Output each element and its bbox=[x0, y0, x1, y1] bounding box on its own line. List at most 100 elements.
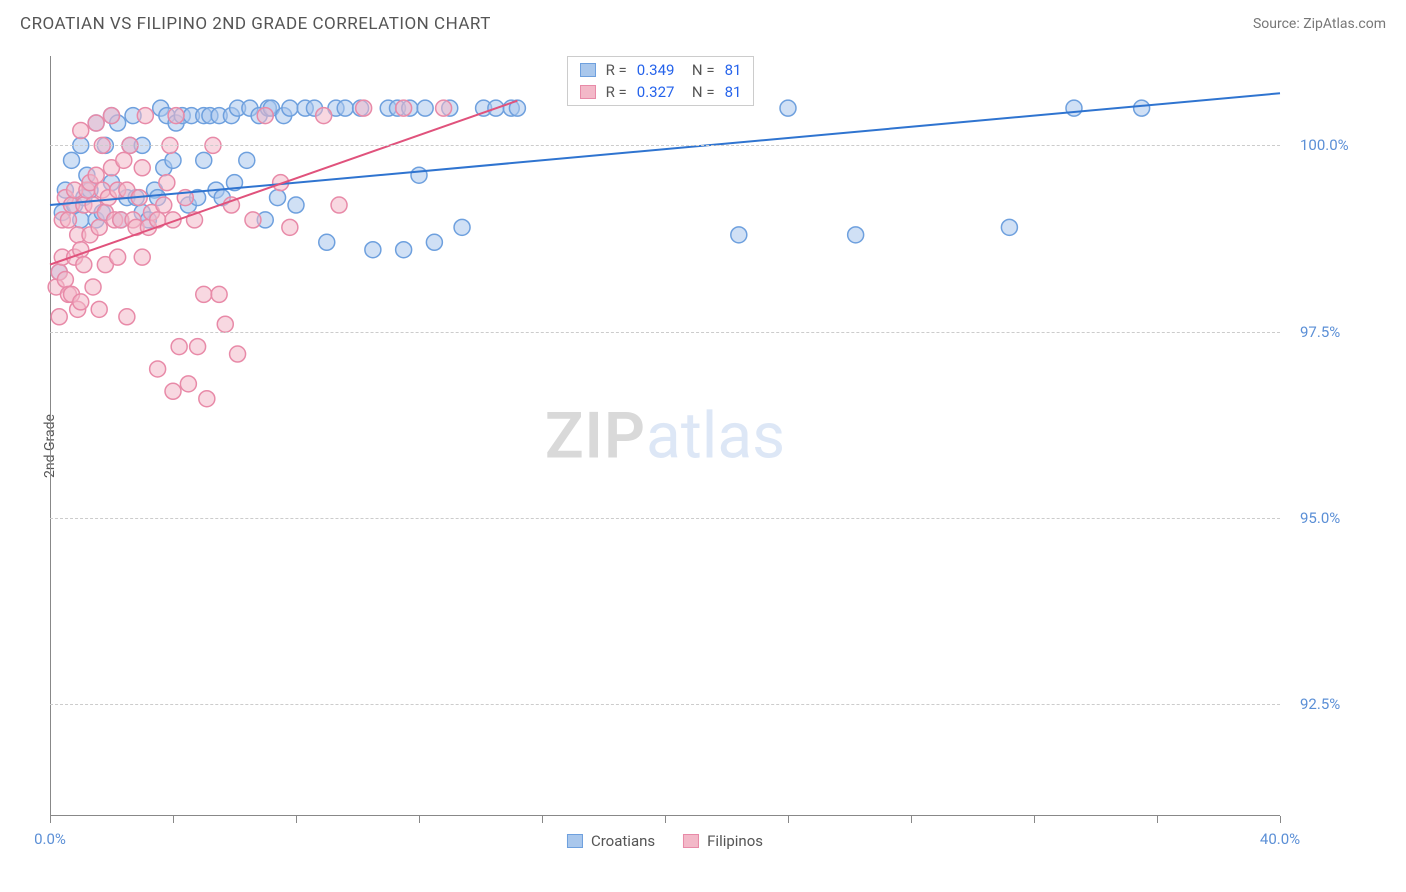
data-point bbox=[270, 190, 286, 206]
data-point bbox=[319, 234, 335, 250]
legend-swatch bbox=[580, 63, 596, 77]
x-tick-mark bbox=[665, 816, 666, 823]
data-point bbox=[731, 227, 747, 243]
data-point bbox=[282, 100, 298, 116]
data-point bbox=[426, 234, 442, 250]
data-point bbox=[134, 160, 150, 176]
data-point bbox=[110, 249, 126, 265]
data-point bbox=[780, 100, 796, 116]
y-tick-label: 100.0% bbox=[1300, 136, 1400, 154]
data-point bbox=[411, 167, 427, 183]
data-point bbox=[454, 219, 470, 235]
data-point bbox=[230, 346, 246, 362]
legend-swatch bbox=[683, 834, 699, 848]
x-tick-mark bbox=[50, 816, 51, 823]
stat-n-label: N = bbox=[684, 83, 714, 101]
y-tick-label: 92.5% bbox=[1300, 695, 1400, 713]
data-point bbox=[51, 309, 67, 325]
stat-n-label: N = bbox=[684, 61, 714, 79]
data-point bbox=[60, 212, 76, 228]
data-point bbox=[1134, 100, 1150, 116]
legend-label: Filipinos bbox=[707, 832, 763, 850]
data-point bbox=[104, 108, 120, 124]
x-tick-mark bbox=[296, 816, 297, 823]
data-point bbox=[365, 242, 381, 258]
data-point bbox=[156, 197, 172, 213]
chart-area: ZIPatlas R = 0.349 N = 81R = 0.327 N = 8… bbox=[50, 56, 1280, 816]
data-point bbox=[1001, 219, 1017, 235]
stat-n-value: 81 bbox=[725, 61, 742, 79]
y-tick-label: 97.5% bbox=[1300, 323, 1400, 341]
data-point bbox=[190, 339, 206, 355]
data-point bbox=[196, 286, 212, 302]
x-tick-mark bbox=[173, 816, 174, 823]
stat-r-label: R = bbox=[606, 83, 627, 101]
legend-item: Filipinos bbox=[683, 832, 763, 850]
legend-swatch bbox=[580, 85, 596, 99]
data-point bbox=[1066, 100, 1082, 116]
plot-svg bbox=[50, 56, 1280, 816]
legend-stat-row: R = 0.349 N = 81 bbox=[568, 59, 754, 81]
data-point bbox=[150, 361, 166, 377]
data-point bbox=[257, 108, 273, 124]
data-point bbox=[196, 152, 212, 168]
legend-item: Croatians bbox=[567, 832, 655, 850]
data-point bbox=[64, 152, 80, 168]
x-tick-mark bbox=[1034, 816, 1035, 823]
data-point bbox=[88, 115, 104, 131]
data-point bbox=[119, 309, 135, 325]
data-point bbox=[168, 108, 184, 124]
data-point bbox=[73, 294, 89, 310]
x-tick-label: 40.0% bbox=[1260, 830, 1300, 848]
stat-n-value: 81 bbox=[725, 83, 742, 101]
y-tick-label: 95.0% bbox=[1300, 509, 1400, 527]
data-point bbox=[337, 100, 353, 116]
data-point bbox=[239, 152, 255, 168]
data-point bbox=[316, 108, 332, 124]
data-point bbox=[396, 242, 412, 258]
data-point bbox=[396, 100, 412, 116]
grid-line bbox=[50, 704, 1280, 705]
data-point bbox=[417, 100, 433, 116]
data-point bbox=[91, 219, 107, 235]
data-point bbox=[171, 339, 187, 355]
data-point bbox=[245, 212, 261, 228]
data-point bbox=[282, 219, 298, 235]
data-point bbox=[76, 257, 92, 273]
data-point bbox=[217, 316, 233, 332]
x-tick-mark bbox=[911, 816, 912, 823]
legend-label: Croatians bbox=[591, 832, 655, 850]
x-tick-label: 0.0% bbox=[34, 830, 66, 848]
stat-r-label: R = bbox=[606, 61, 627, 79]
data-point bbox=[331, 197, 347, 213]
grid-line bbox=[50, 145, 1280, 146]
stat-r-value: 0.349 bbox=[637, 61, 675, 79]
x-tick-mark bbox=[1280, 816, 1281, 823]
grid-line bbox=[50, 332, 1280, 333]
x-tick-mark bbox=[788, 816, 789, 823]
grid-line bbox=[50, 518, 1280, 519]
stat-r-value: 0.327 bbox=[637, 83, 675, 101]
x-tick-mark bbox=[1157, 816, 1158, 823]
data-point bbox=[137, 108, 153, 124]
data-point bbox=[165, 383, 181, 399]
legend-stats-box: R = 0.349 N = 81R = 0.327 N = 81 bbox=[567, 56, 755, 106]
data-point bbox=[288, 197, 304, 213]
data-point bbox=[85, 279, 101, 295]
data-point bbox=[88, 167, 104, 183]
data-point bbox=[116, 152, 132, 168]
x-tick-mark bbox=[542, 816, 543, 823]
data-point bbox=[57, 272, 73, 288]
data-point bbox=[199, 391, 215, 407]
series-legend: Croatians Filipinos bbox=[567, 832, 763, 850]
data-point bbox=[180, 376, 196, 392]
x-tick-mark bbox=[419, 816, 420, 823]
data-point bbox=[211, 286, 227, 302]
legend-stat-row: R = 0.327 N = 81 bbox=[568, 81, 754, 103]
legend-swatch bbox=[567, 834, 583, 848]
data-point bbox=[436, 100, 452, 116]
data-point bbox=[165, 152, 181, 168]
data-point bbox=[134, 249, 150, 265]
source-attribution: Source: ZipAtlas.com bbox=[1253, 16, 1386, 32]
data-point bbox=[91, 301, 107, 317]
